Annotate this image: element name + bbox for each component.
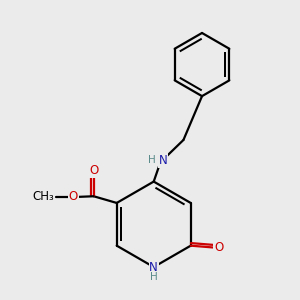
Text: N: N — [149, 260, 158, 274]
Text: CH₃: CH₃ — [32, 190, 54, 203]
Text: O: O — [89, 164, 98, 177]
Text: O: O — [69, 190, 78, 203]
Text: H: H — [148, 155, 156, 165]
Text: O: O — [214, 241, 223, 254]
Text: H: H — [150, 272, 158, 282]
Text: N: N — [159, 154, 168, 167]
